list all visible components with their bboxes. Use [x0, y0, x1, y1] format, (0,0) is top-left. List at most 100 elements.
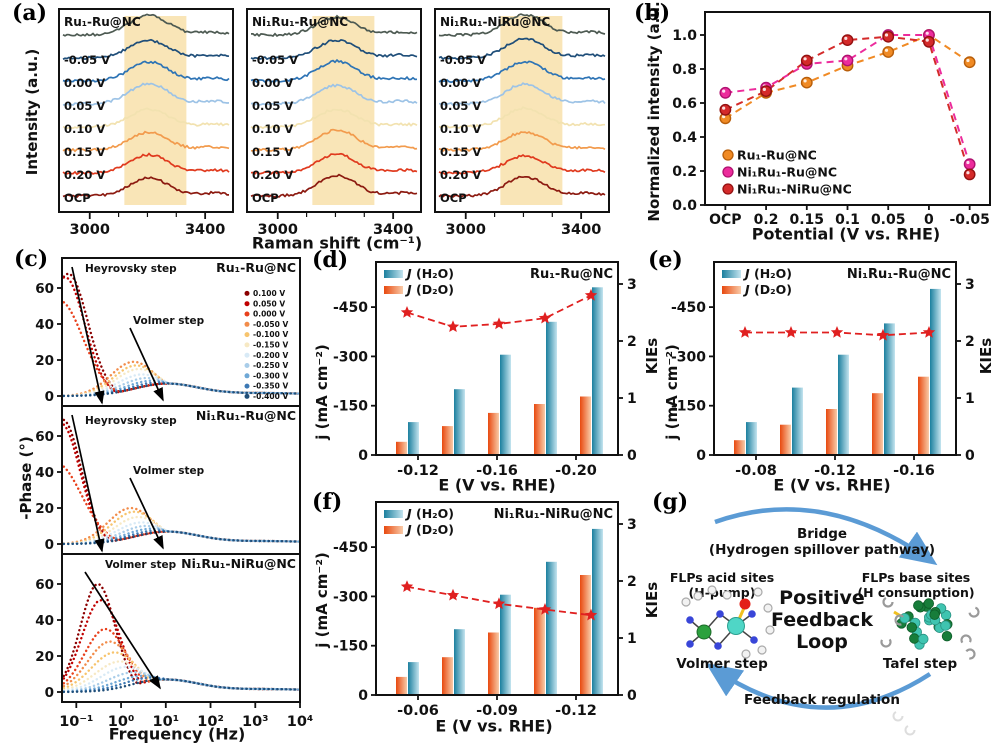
bar-d2o — [396, 441, 407, 455]
data-point-highlight — [803, 79, 807, 83]
bar-d2o — [826, 409, 837, 455]
panel-b-scatter-plot: 0.0 0.2 0.4 0.6 0.8 1.0 OCP 0.2 0.15 0.1 0.05 0 -0.0… — [672, 11, 991, 228]
kie-star — [400, 580, 414, 592]
panel-label-b: (b) — [634, 0, 671, 26]
data-point-highlight — [722, 115, 726, 119]
curve-label: OCP — [252, 191, 279, 205]
bar-h2o — [792, 387, 803, 455]
tick-label: 10⁴ — [287, 714, 314, 730]
legend-label: J — [404, 282, 412, 297]
axis-label-f-y-left: j (mA cm⁻²) — [313, 552, 331, 648]
panel-label-d: (d) — [312, 247, 349, 273]
data-point — [760, 85, 772, 98]
tick-label: -0.05 — [949, 212, 989, 228]
hydrogen-atom — [707, 585, 717, 595]
tick-label: 3 — [627, 517, 637, 533]
legend-label: 0.100 V — [253, 289, 285, 298]
legend-marker — [244, 301, 250, 307]
tick-label: 3400 — [561, 222, 601, 238]
tick-label: 10² — [197, 714, 224, 730]
tick-label: 0 — [45, 685, 54, 701]
kie-star — [446, 588, 460, 601]
tick-label: 60 — [35, 577, 54, 593]
data-point — [800, 76, 813, 89]
tick-label: 0.1 — [835, 212, 860, 228]
legend-label: -0.050 V — [253, 320, 288, 329]
tick-label: 3 — [627, 277, 637, 293]
tick-label: 0 — [358, 688, 368, 704]
chart-title: Ni₁Ru₁-NiRu@NC — [494, 507, 613, 522]
annotation: Volmer step — [105, 559, 177, 571]
legend-swatch — [384, 526, 403, 534]
tick-label: -0.16 — [476, 463, 518, 479]
data-point-highlight — [966, 58, 970, 63]
legend-label: J — [742, 282, 750, 297]
bar-h2o — [884, 323, 895, 455]
axis-label-f-x: E (V vs. RHE) — [435, 716, 553, 736]
nitrogen-atom — [716, 610, 724, 618]
raman-curve — [62, 13, 230, 37]
tick-label: -150 — [333, 639, 368, 655]
legend-marker — [244, 342, 250, 348]
plot-border — [375, 261, 619, 456]
oxygen-atom — [739, 598, 751, 610]
data-point — [923, 35, 935, 48]
bar-h2o — [592, 287, 603, 455]
legend-swatch — [384, 510, 403, 518]
watermark-mark — [892, 710, 904, 722]
annotation: Volmer step — [133, 315, 205, 327]
data-point — [800, 54, 813, 67]
tick-label: 20 — [35, 649, 54, 665]
curve-label: 0.15 V — [252, 145, 293, 159]
data-point-highlight — [966, 171, 970, 175]
panel-label-g: (g) — [652, 489, 689, 515]
tick-label: 0 — [45, 537, 54, 553]
tick-label: 40 — [35, 613, 54, 629]
bar-h2o — [408, 422, 419, 455]
loop-center-label: Positive — [779, 587, 865, 609]
raman-curve — [250, 38, 418, 61]
bar-h2o — [930, 288, 941, 455]
annotation-arrow — [129, 327, 164, 402]
raman-curve — [250, 108, 418, 130]
tick-label: 3000 — [258, 222, 298, 238]
bode-curve — [62, 418, 300, 543]
legend-marker — [244, 393, 250, 399]
axis-label-e-y-left: j (mA cm⁻²) — [663, 344, 681, 440]
curve-label: OCP — [64, 191, 91, 205]
tick-label: 20 — [35, 501, 54, 517]
axis-label-d-x: E (V vs. RHE) — [438, 475, 556, 495]
curve-label: 0.20 V — [252, 168, 293, 182]
bar-h2o — [746, 422, 757, 455]
hydrogen-atom — [757, 645, 767, 655]
legend-label: 0.050 V — [253, 299, 285, 308]
tick-label: -0.09 — [476, 703, 518, 719]
hydrogen-crescent — [960, 634, 972, 646]
axis-label-e-y-right: KIEs — [977, 337, 995, 375]
data-point — [841, 54, 854, 67]
plot-border — [246, 8, 422, 213]
bar-d2o — [580, 575, 591, 695]
nitrogen-atom — [750, 636, 758, 644]
hydrogen-crescent — [882, 596, 894, 608]
tick-label: 0 — [627, 448, 637, 464]
annotation: Heyrovsky step — [85, 415, 177, 427]
subplot-title: Ni₁Ru₁-Ru@NC — [252, 15, 348, 29]
curve-label: -0.05 V — [440, 53, 486, 67]
raman-curve — [438, 153, 606, 175]
bode-curve — [62, 678, 300, 694]
kie-star — [922, 326, 936, 338]
legend-label: -0.150 V — [253, 341, 288, 350]
curve-label: -0.05 V — [252, 53, 298, 67]
tick-label: 3000 — [446, 222, 486, 238]
nitrogen-atom — [714, 642, 722, 650]
tick-label: 40 — [35, 465, 54, 481]
legend-label: (D₂O) — [754, 282, 792, 297]
subplot-title: Ni₁Ru₁-Ru@NC — [196, 408, 296, 423]
kie-star — [492, 597, 506, 610]
tick-label: 10⁰ — [108, 714, 135, 730]
bar-d2o — [872, 393, 883, 455]
tick-label: 40 — [35, 317, 54, 333]
panel-d-bar-chart: 0 -150 -300 -450 0 1 2 3 -0.12 -0.16 -0.20 J (H₂O) J (… — [333, 261, 637, 479]
raman-curve — [62, 60, 230, 83]
